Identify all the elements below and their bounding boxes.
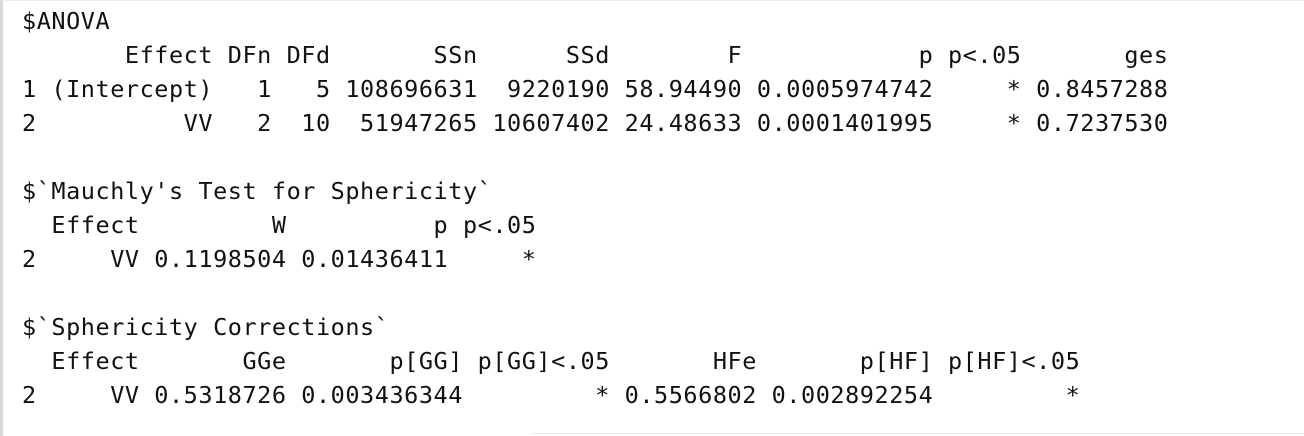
sphericity-corrections-heading: $`Sphericity Corrections` <box>22 313 390 341</box>
sphericity-corrections-header-row: Effect GGe p[GG] p[GG]<.05 HFe p[HF] p[H… <box>22 347 1081 375</box>
mauchly-row-vv: 2 VV 0.1198504 0.01436411 * <box>22 245 537 273</box>
anova-row-intercept: 1 (Intercept) 1 5 108696631 9220190 58.9… <box>22 75 1169 103</box>
console-output-text: $ANOVA Effect DFn DFd SSn SSd F p p<.05 … <box>22 4 1168 412</box>
blank-line <box>22 276 1168 310</box>
pane-bottom-divider <box>533 433 1304 434</box>
blank-line <box>22 140 1168 174</box>
anova-header-row: Effect DFn DFd SSn SSd F p p<.05 ges <box>22 41 1169 69</box>
anova-row-vv: 2 VV 2 10 51947265 10607402 24.48633 0.0… <box>22 109 1169 137</box>
sphericity-corrections-row-vv: 2 VV 0.5318726 0.003436344 * 0.5566802 0… <box>22 381 1081 409</box>
anova-heading: $ANOVA <box>22 7 111 35</box>
mauchly-heading: $`Mauchly's Test for Sphericity` <box>22 177 493 205</box>
mauchly-header-row: Effect W p p<.05 <box>22 211 537 239</box>
